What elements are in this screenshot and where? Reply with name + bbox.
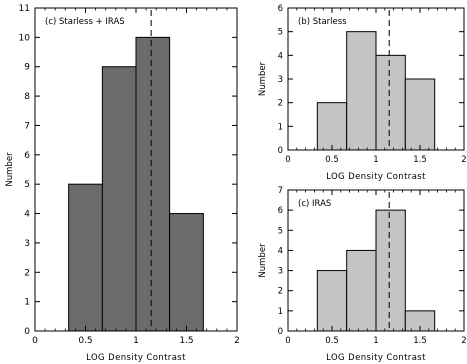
x-tick-label: 0.5 xyxy=(325,336,339,346)
y-axis-label: Number xyxy=(258,61,268,96)
y-tick-label: 10 xyxy=(19,33,31,43)
y-tick-label: 5 xyxy=(278,28,283,38)
histogram-bar xyxy=(346,249,377,332)
x-axis-label: LOG Density Contrast xyxy=(86,353,186,363)
panel-starless: 0 0.5 1 1.5 2 0 1 2 3 4 5 6 LOG Density Contrast Numb… xyxy=(258,4,467,182)
y-tick-label: 1 xyxy=(24,298,30,308)
histogram-bar xyxy=(404,78,436,151)
panel-iras: 0 0.5 1 1.5 2 0 1 2 3 4 5 6 7 LOG Density Contrast Num… xyxy=(258,186,467,363)
y-tick-label: 3 xyxy=(24,239,30,249)
x-tick-label: 2 xyxy=(234,336,240,346)
y-tick-label: 5 xyxy=(278,226,283,236)
panel-title: (c) Starless + IRAS xyxy=(45,17,125,27)
y-tick-label: 6 xyxy=(278,206,283,216)
panel-title: (c) IRAS xyxy=(298,199,331,209)
x-tick-label: 2 xyxy=(461,155,466,165)
y-tick-label: 4 xyxy=(278,51,283,61)
y-tick-label: 7 xyxy=(278,186,283,196)
panel-starless-iras: 0 0.5 1 1.5 2 0 1 2 3 4 5 6 7 8 9 10 11 LOG Density Contr… xyxy=(5,4,240,363)
histogram-bar xyxy=(135,36,171,332)
y-tick-label: 1 xyxy=(278,122,283,132)
histogram-bar xyxy=(316,102,348,151)
y-tick-label: 0 xyxy=(278,327,283,337)
y-axis-label: Number xyxy=(5,152,15,187)
x-tick-label: 0 xyxy=(285,336,290,346)
histogram-bar xyxy=(346,31,377,151)
x-tick-label: 0 xyxy=(32,336,38,346)
x-axis-label: LOG Density Contrast xyxy=(326,353,426,363)
y-tick-label: 6 xyxy=(278,4,283,14)
histogram-bar xyxy=(375,54,406,151)
y-tick-label: 2 xyxy=(24,268,30,278)
y-axis-label: Number xyxy=(258,243,268,278)
y-tick-label: 6 xyxy=(24,151,30,161)
y-tick-label: 11 xyxy=(19,4,30,14)
x-tick-label: 0 xyxy=(285,155,290,165)
y-tick-label: 3 xyxy=(278,267,283,277)
x-tick-label: 1.5 xyxy=(413,155,427,165)
y-tick-label: 7 xyxy=(24,121,30,131)
x-tick-label: 1 xyxy=(133,336,139,346)
y-tick-label: 0 xyxy=(24,327,30,337)
y-tick-label: 1 xyxy=(278,307,283,317)
panel-title: (b) Starless xyxy=(298,17,347,27)
y-tick-label: 2 xyxy=(278,99,283,109)
y-tick-label: 5 xyxy=(24,180,30,190)
histogram-bar xyxy=(316,270,348,332)
x-tick-label: 1.5 xyxy=(413,336,427,346)
y-tick-label: 0 xyxy=(278,146,283,156)
y-tick-label: 4 xyxy=(24,210,30,220)
x-tick-label: 1.5 xyxy=(179,336,193,346)
x-tick-label: 2 xyxy=(461,336,466,346)
y-tick-label: 9 xyxy=(24,63,30,73)
x-tick-label: 1 xyxy=(373,155,378,165)
y-tick-label: 3 xyxy=(278,75,283,85)
y-tick-label: 4 xyxy=(278,246,283,256)
histogram-bar xyxy=(68,183,103,332)
histogram-bar xyxy=(375,209,406,332)
x-axis-label: LOG Density Contrast xyxy=(326,172,426,182)
x-tick-label: 0.5 xyxy=(325,155,339,165)
y-tick-label: 2 xyxy=(278,287,283,297)
x-tick-label: 0.5 xyxy=(78,336,92,346)
y-tick-label: 8 xyxy=(24,92,30,102)
histogram-bar xyxy=(101,66,137,332)
histogram-bar xyxy=(169,213,204,332)
x-tick-label: 1 xyxy=(373,336,378,346)
